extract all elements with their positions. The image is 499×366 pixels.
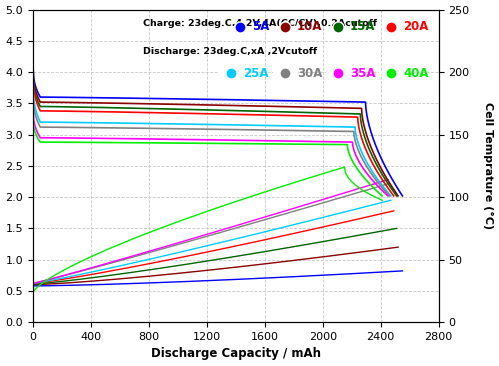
Text: Charge: 23deg.C,4.2V,4A(CC/CV),0.2Acutoff: Charge: 23deg.C,4.2V,4A(CC/CV),0.2Acutof… [143, 19, 377, 28]
Y-axis label: Cell Temprature (°C): Cell Temprature (°C) [484, 102, 494, 229]
X-axis label: Discharge Capacity / mAh: Discharge Capacity / mAh [151, 347, 321, 361]
Text: Discharge: 23deg.C,xA ,2Vcutoff: Discharge: 23deg.C,xA ,2Vcutoff [143, 47, 317, 56]
Legend: 25A, 30A, 35A, 40A: 25A, 30A, 35A, 40A [218, 65, 431, 83]
